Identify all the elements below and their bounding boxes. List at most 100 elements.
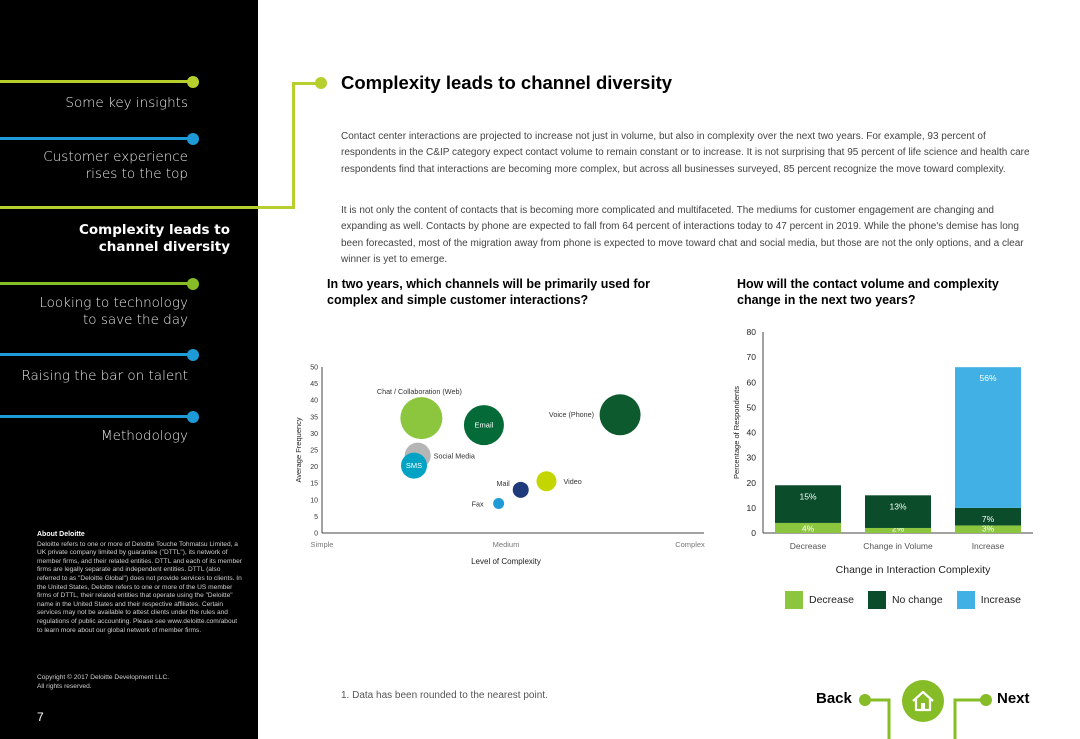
bubble-label-voice-phone: Voice (Phone) — [549, 410, 594, 419]
bar-decrease — [865, 527, 931, 533]
bubble-sms — [401, 452, 427, 479]
back-button[interactable]: Back — [816, 690, 852, 707]
paragraph-1: Contact center interactions are projecte… — [341, 131, 1030, 175]
y-tick-label: 40 — [310, 398, 318, 405]
next-button[interactable]: Next — [997, 690, 1030, 707]
y-tick-label: 80 — [747, 327, 757, 337]
about-title: About Deloitte — [37, 531, 85, 538]
bubble-fax — [493, 497, 505, 509]
legend-item-no-change: No change — [867, 591, 943, 609]
nav-line-technology — [0, 282, 192, 285]
bar-data-label: 3% — [982, 524, 995, 534]
connector-top — [292, 82, 320, 85]
bar-chart-legend: Decrease No change Increase — [785, 591, 1035, 609]
nav-line-methodology — [0, 415, 192, 418]
page-number: 7 — [37, 710, 44, 724]
next-connector — [953, 694, 992, 739]
y-tick-label: 40 — [747, 428, 757, 438]
home-icon — [912, 690, 934, 712]
x-tick-label: Increase — [972, 541, 1005, 551]
y-tick-label: 30 — [310, 431, 318, 438]
sidebar-item-insights[interactable]: Some key insights — [65, 95, 188, 111]
y-axis-label: Average Frequency — [294, 417, 303, 483]
bar-data-label: 4% — [802, 524, 815, 534]
connector-vertical — [292, 82, 295, 209]
x-axis-label: Level of Complexity — [471, 557, 541, 566]
nav-dot-talent — [187, 349, 199, 361]
bubble-voice-phone — [599, 394, 641, 436]
page-title: Complexity leads to channel diversity — [341, 72, 673, 93]
bar-no-change — [775, 485, 841, 523]
bubble-label-mail: Mail — [497, 479, 511, 488]
bubble-chat-collaboration-web — [400, 397, 443, 440]
y-tick-label: 10 — [310, 497, 318, 504]
legend-swatch-no-change — [867, 591, 886, 609]
copyright-line: Copyright © 2017 Deloitte Development LL… — [37, 674, 170, 681]
nav-dot-technology — [187, 278, 199, 290]
bar-no-change — [865, 495, 931, 528]
bubble-label-video: Video — [563, 477, 581, 486]
bar-chart-title: How will the contact volume and complexi… — [737, 277, 999, 307]
y-tick-label: 0 — [314, 531, 318, 538]
legend-item-increase: Increase — [956, 591, 1022, 609]
y-tick-label: 20 — [747, 478, 757, 488]
x-tick-label: Complex — [675, 540, 705, 549]
legend-label-no-change: No change — [891, 594, 943, 606]
y-tick-label: 10 — [747, 503, 757, 513]
sidebar-item-label-line2: rises to the top — [85, 166, 188, 182]
sidebar: Some key insights Customer experience ri… — [0, 0, 258, 739]
paragraph-2: It is not only the content of contacts t… — [341, 205, 1024, 265]
nav-line-insights — [0, 80, 192, 83]
bar-data-label: 2% — [892, 524, 905, 534]
bubble-label-fax: Fax — [472, 499, 484, 508]
nav-line-talent — [0, 353, 192, 356]
nav-dot-methodology — [187, 411, 199, 423]
sidebar-item-talent[interactable]: Raising the bar on talent — [21, 368, 188, 384]
y-tick-label: 35 — [310, 414, 318, 421]
sidebar-item-label-line2: channel diversity — [98, 239, 230, 255]
bubble-label-chat-collaboration-web: Chat / Collaboration (Web) — [377, 387, 462, 396]
y-tick-label: 50 — [310, 365, 318, 372]
sidebar-item-methodology[interactable]: Methodology — [101, 428, 188, 444]
about-deloitte: About Deloitte Deloitte refers to one or… — [37, 531, 242, 635]
bubble-chart: 0 5 10 15 20 25 30 35 40 45 50 Simple Medium Complex L… — [294, 365, 705, 567]
y-tick-label: 45 — [310, 381, 318, 388]
sidebar-item-complexity[interactable]: Complexity leads to channel diversity — [79, 222, 230, 256]
sidebar-item-label-line1: Looking to technology — [39, 295, 188, 311]
bubble-label-social-media: Social Media — [434, 452, 475, 461]
x-tick-label: Decrease — [790, 541, 827, 551]
sidebar-item-technology[interactable]: Looking to technology to save the day — [39, 295, 188, 329]
legend-label-decrease: Decrease — [809, 594, 854, 606]
x-axis-label: Change in Interaction Complexity — [836, 564, 991, 576]
y-tick-label: 70 — [747, 352, 757, 362]
bar-data-label: 56% — [979, 373, 996, 383]
bubble-chart-title: In two years, which channels will be pri… — [327, 277, 651, 307]
sidebar-item-label-line2: to save the day — [82, 312, 188, 328]
sidebar-item-customer-experience[interactable]: Customer experience rises to the top — [43, 149, 188, 183]
x-tick-label: Medium — [493, 540, 520, 549]
footnote: 1. Data has been rounded to the nearest … — [341, 690, 548, 701]
bubble-email — [463, 405, 504, 446]
bar-data-label: 15% — [799, 491, 816, 501]
y-tick-label: 5 — [314, 514, 318, 521]
y-tick-label: 15 — [310, 481, 318, 488]
y-tick-label: 50 — [747, 402, 757, 412]
y-axis-label: Percentage of Respondents — [732, 386, 741, 479]
bubble-label-email: Email — [475, 421, 494, 430]
y-tick-label: 30 — [747, 453, 757, 463]
nav-dot-cx — [187, 133, 199, 145]
legend-label-increase: Increase — [980, 594, 1022, 606]
bar-chart: 0 10 20 30 40 50 60 70 80 Percentage of Responden… — [732, 327, 1033, 576]
bubble-video — [536, 471, 557, 492]
bar-no-change — [955, 507, 1021, 526]
y-tick-label: 0 — [751, 528, 756, 538]
y-tick-label: 60 — [747, 377, 757, 387]
about-text: Deloitte refers to one or more of Deloit… — [37, 540, 242, 634]
back-connector — [859, 694, 891, 739]
legend-swatch-increase — [956, 591, 975, 609]
home-button[interactable] — [902, 680, 944, 722]
bar-decrease — [775, 522, 841, 533]
x-tick-label: Change in Volume — [863, 541, 933, 551]
nav-dot-insights — [187, 76, 199, 88]
connector-horizontal — [258, 206, 294, 209]
